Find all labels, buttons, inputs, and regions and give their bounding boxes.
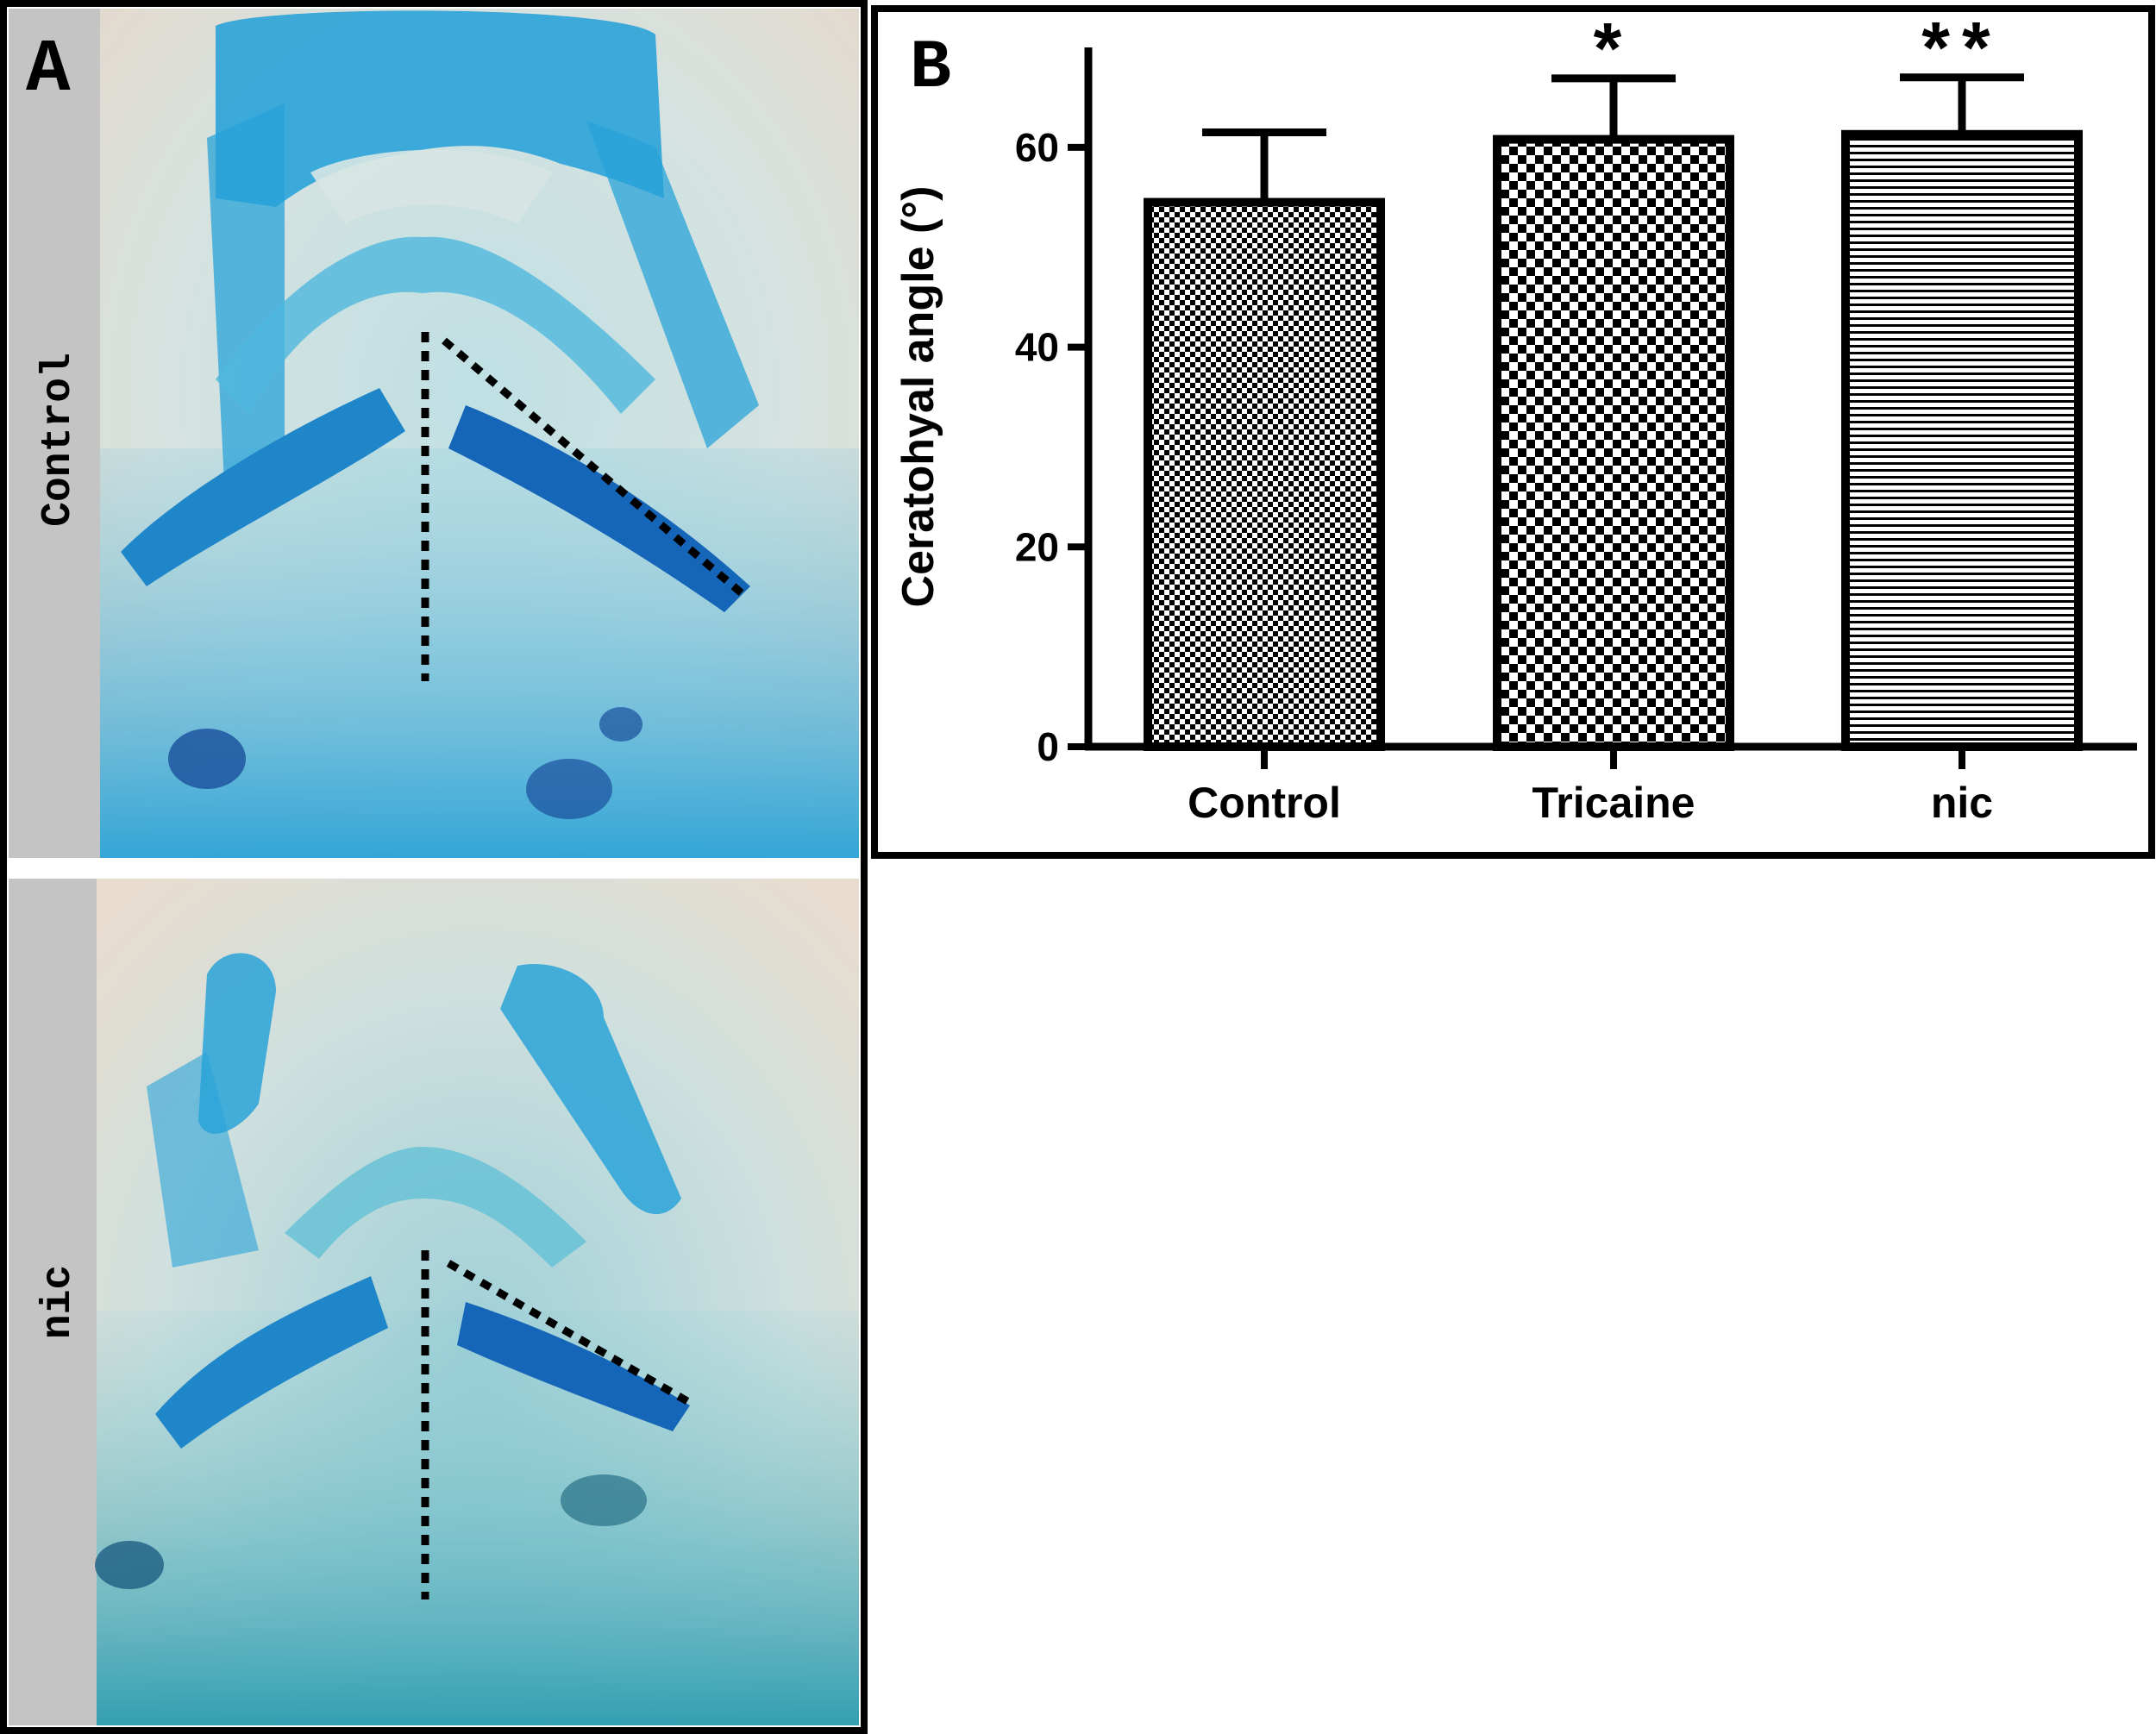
x-tick-label: Control (1188, 779, 1341, 827)
y-axis-label: Ceratohyal angle (°) (893, 186, 943, 608)
bar-tricaine (1493, 135, 1734, 752)
y-tick-label: 40 (1015, 325, 1059, 370)
significance-marker: ** (1921, 7, 2002, 88)
panel-a: Control nic A (0, 0, 868, 1734)
control-label-strip (9, 9, 100, 858)
nic-label: nic (35, 1265, 82, 1339)
y-tick-label: 60 (1015, 125, 1059, 170)
x-tick-label: nic (1931, 779, 1993, 827)
panel-a-label: A (26, 28, 71, 112)
panel-b-label: B (910, 29, 951, 108)
control-micrograph: Control (9, 9, 859, 858)
significance-marker: * (1594, 8, 1634, 89)
panel-b: B 0 20 40 60 Ceratohyal angle (°) Control Tric… (871, 5, 2155, 859)
bar-control (1144, 197, 1385, 752)
nic-ceratohyal-line (446, 1260, 690, 1405)
control-ceratohyal-line (442, 337, 749, 601)
bar-chart: 0 20 40 60 Ceratohyal angle (°) Control Tricai… (893, 7, 2137, 827)
y-tick-label: 0 (1037, 724, 1059, 769)
nic-label-strip (9, 879, 97, 1725)
bar-nic (1841, 129, 2083, 751)
control-label: Control (35, 353, 82, 527)
nic-micrograph: nic (9, 879, 859, 1725)
x-tick-label: Tricaine (1532, 779, 1695, 827)
y-tick-label: 20 (1015, 524, 1059, 569)
